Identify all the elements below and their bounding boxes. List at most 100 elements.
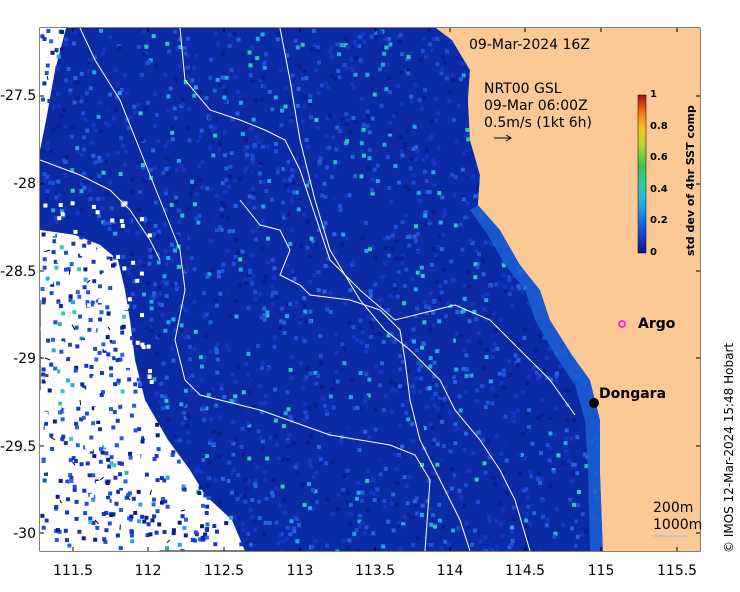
sst-pixel [447,410,452,415]
sst-pixel [133,389,138,394]
sst-pixel [47,388,52,393]
missing-pixel [96,248,101,253]
sst-pixel [338,204,343,209]
sst-pixel [252,405,257,409]
sst-pixel [84,91,89,96]
missing-pixel [146,344,151,349]
sst-pixel [263,274,268,279]
sst-pixel [273,149,278,154]
sst-pixel [192,202,197,207]
sst-pixel [580,533,585,538]
sst-pixel [75,344,80,349]
missing-pixel [135,340,140,345]
sst-pixel [102,348,107,353]
sst-pixel [248,508,253,513]
sst-pixel [101,512,106,516]
sst-pixel [43,177,48,182]
sst-pixel [386,333,391,338]
sst-pixel [171,528,176,533]
sst-pixel [186,36,191,41]
sst-pixel [480,437,485,442]
sst-pixel [567,388,572,393]
sst-pixel [283,510,288,515]
colorbar-tick: 0 [650,247,657,258]
sst-pixel [245,152,250,157]
sst-pixel [72,100,77,105]
sst-pixel [101,220,106,225]
sst-pixel [370,191,375,196]
sst-pixel [444,490,449,495]
sst-pixel [165,475,170,480]
sst-pixel [283,411,288,416]
sst-pixel [211,129,216,133]
sst-pixel [302,164,307,169]
sst-pixel [151,249,156,254]
sst-pixel [439,71,444,76]
sst-pixel [257,292,262,297]
sst-pixel [389,331,394,336]
sst-pixel [402,475,407,479]
sst-pixel [192,93,197,98]
sst-pixel [433,524,437,529]
sst-pixel [361,122,366,127]
sst-pixel [220,181,225,186]
sst-pixel [291,440,296,445]
sst-pixel [265,144,270,149]
sst-pixel [441,214,446,219]
missing-pixel [120,446,124,451]
sst-pixel [570,526,574,531]
sst-pixel [450,467,455,472]
sst-pixel [89,373,94,378]
sst-pixel [486,515,491,520]
sst-pixel [218,500,222,505]
missing-pixel [73,229,78,234]
sst-pixel [355,406,360,410]
sst-pixel [133,382,138,387]
sst-pixel [219,227,224,232]
sst-pixel [56,54,61,59]
sst-pixel [394,256,399,261]
sst-pixel [470,241,475,245]
sst-pixel [67,91,72,96]
sst-pixel [439,290,444,295]
sst-pixel [274,295,279,300]
sst-pixel [114,107,119,112]
sst-pixel [428,42,432,47]
sst-pixel [336,507,340,511]
sst-pixel [120,88,124,92]
missing-pixel [71,427,76,432]
sst-pixel [132,304,137,309]
sst-pixel [92,70,97,75]
sst-pixel [148,532,153,537]
sst-pixel [131,327,136,332]
sst-pixel [465,269,470,274]
sst-pixel [56,103,61,108]
sst-pixel [357,34,362,39]
sst-pixel [263,393,268,398]
sst-pixel [397,180,402,185]
sst-pixel [389,246,394,251]
sst-pixel [153,282,158,287]
sst-pixel [355,548,360,551]
sst-pixel [453,223,458,228]
sst-pixel [285,457,290,462]
sst-pixel [142,519,147,524]
sst-pixel [60,417,65,422]
sst-pixel [233,203,238,208]
sst-pixel [423,210,428,215]
sst-pixel [264,189,269,193]
sst-pixel [250,45,255,49]
sst-pixel [503,414,508,419]
sst-pixel [499,452,504,456]
sst-pixel [510,529,514,534]
sst-pixel [240,131,245,136]
sst-pixel [98,317,102,322]
sst-pixel [158,400,163,405]
sst-pixel [488,379,493,384]
sst-pixel [338,129,343,134]
sst-pixel [366,469,371,474]
sst-pixel [345,236,350,241]
sst-pixel [501,272,506,277]
missing-pixel [86,467,90,472]
missing-pixel [105,499,110,504]
